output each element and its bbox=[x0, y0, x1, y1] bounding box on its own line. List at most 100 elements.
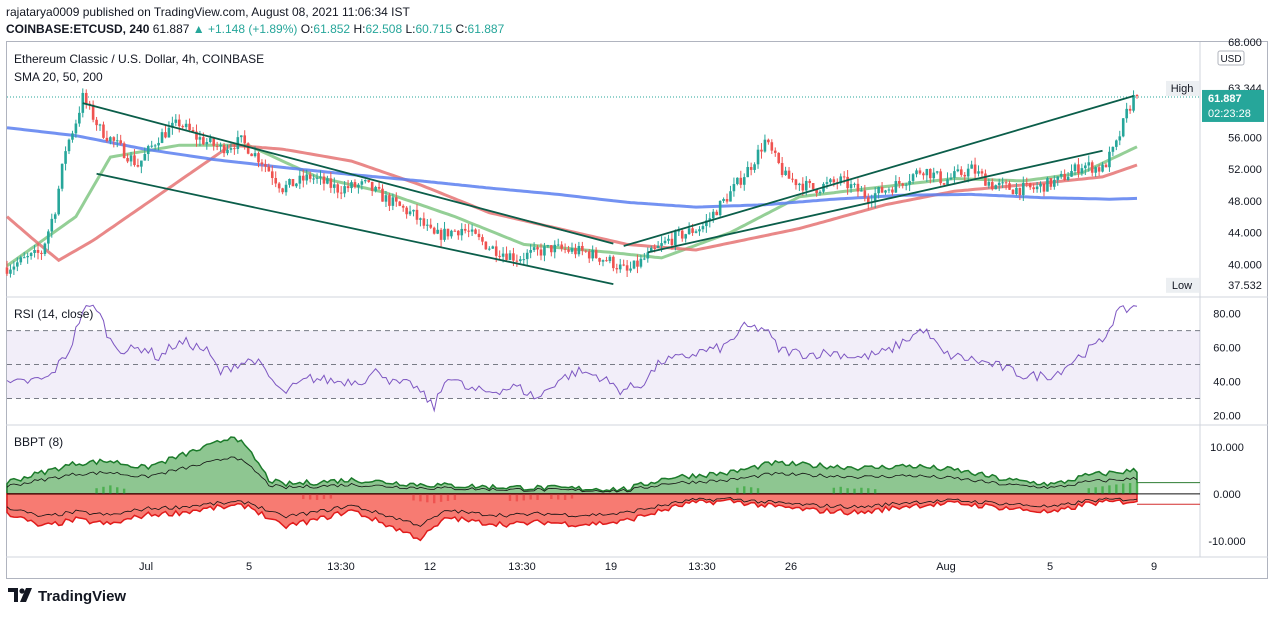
candle-body bbox=[953, 171, 956, 178]
bbpt-hist-bar bbox=[1135, 482, 1139, 494]
candle-body bbox=[1028, 183, 1032, 188]
candle-body bbox=[457, 230, 460, 236]
candle-body bbox=[556, 244, 560, 246]
bbpt-hist-bar bbox=[756, 488, 760, 494]
candle-body bbox=[1118, 136, 1122, 141]
candle-body bbox=[539, 249, 543, 256]
rsi-legend[interactable]: RSI (14, close) bbox=[14, 307, 94, 321]
candle-body bbox=[770, 142, 774, 151]
candle-body bbox=[208, 137, 212, 143]
candle-body bbox=[646, 252, 650, 259]
low-label: Low bbox=[1172, 280, 1192, 292]
candle-body bbox=[977, 171, 980, 174]
bbpt-hist-bar bbox=[446, 493, 450, 501]
candle-body bbox=[832, 179, 836, 183]
candle-body bbox=[798, 183, 801, 186]
last-price: 61.887 bbox=[152, 22, 190, 36]
candle-body bbox=[53, 214, 57, 219]
candle-body bbox=[928, 169, 932, 179]
candle-body bbox=[1094, 167, 1097, 173]
high-label: High bbox=[1171, 83, 1194, 95]
candle-body bbox=[298, 175, 302, 184]
time-tick-label: 13:30 bbox=[327, 561, 355, 573]
bbpt-hist-bar bbox=[122, 488, 126, 494]
candle-body bbox=[229, 148, 233, 150]
candle-body bbox=[71, 133, 74, 140]
candle-body bbox=[508, 253, 512, 260]
candle-body bbox=[484, 241, 488, 250]
candle-body bbox=[815, 189, 818, 194]
candle-body bbox=[367, 180, 371, 182]
bbpt-hist-bar bbox=[302, 493, 305, 500]
candle-body bbox=[43, 243, 47, 254]
bbpt-hist-bar bbox=[453, 493, 457, 500]
bbpt-hist-bar bbox=[426, 493, 429, 503]
low-label: L: bbox=[405, 22, 416, 36]
bbpt-hist-bar bbox=[522, 493, 525, 501]
candle-body bbox=[95, 119, 98, 126]
candle-body bbox=[787, 170, 791, 179]
bbpt-tick-label: -10.000 bbox=[1208, 536, 1245, 548]
close-label: C: bbox=[455, 22, 468, 36]
candle-body bbox=[543, 246, 546, 256]
candle-body bbox=[233, 148, 236, 150]
bbpt-hist-bar bbox=[102, 486, 105, 494]
candle-body bbox=[963, 174, 967, 177]
candle-body bbox=[587, 251, 591, 259]
candle-body bbox=[195, 131, 198, 140]
candle-body bbox=[319, 176, 322, 178]
candle-body bbox=[412, 209, 415, 212]
candle-body bbox=[477, 233, 481, 238]
candle-body bbox=[439, 229, 443, 240]
candle-body bbox=[443, 228, 446, 240]
candle-body bbox=[567, 249, 570, 252]
symbol-label[interactable]: COINBASE:ETCUSD, 240 bbox=[6, 22, 150, 36]
candle-body bbox=[301, 175, 305, 181]
candle-body bbox=[305, 174, 309, 181]
candle-body bbox=[997, 182, 1001, 186]
candle-body bbox=[581, 245, 584, 251]
candle-body bbox=[584, 250, 588, 252]
candle-body bbox=[40, 252, 43, 254]
candle-body bbox=[987, 182, 991, 186]
bbpt-hist-bar bbox=[439, 493, 443, 502]
candle-body bbox=[78, 112, 81, 124]
candle-body bbox=[777, 152, 781, 163]
candle-body bbox=[288, 179, 291, 185]
chart-frame bbox=[6, 41, 1268, 579]
candle-body bbox=[705, 220, 708, 227]
chart-title[interactable]: Ethereum Classic / U.S. Dollar, 4h, COIN… bbox=[14, 52, 265, 66]
bbpt-bear-line bbox=[6, 497, 1138, 527]
candle-body bbox=[939, 171, 942, 184]
candle-body bbox=[360, 181, 364, 185]
candle-body bbox=[501, 253, 505, 257]
bbpt-legend[interactable]: BBPT (8) bbox=[14, 435, 64, 449]
candle-body bbox=[949, 177, 953, 180]
candle-body bbox=[1135, 94, 1139, 96]
candle-body bbox=[656, 245, 660, 249]
low-value: 60.715 bbox=[415, 22, 453, 36]
candle-body bbox=[519, 259, 522, 262]
sma-legend[interactable]: SMA 20, 50, 200 bbox=[14, 70, 103, 84]
candle-body bbox=[1128, 108, 1132, 111]
candle-body bbox=[918, 170, 922, 174]
candle-body bbox=[966, 168, 970, 177]
candle-body bbox=[1115, 140, 1118, 147]
candle-body bbox=[891, 189, 894, 193]
candle-body bbox=[839, 176, 843, 184]
candle-body bbox=[739, 177, 743, 185]
candle-body bbox=[698, 229, 701, 232]
candle-body bbox=[260, 162, 264, 165]
candle-body bbox=[1032, 187, 1035, 190]
candle-body bbox=[9, 269, 12, 274]
candle-body bbox=[601, 260, 605, 262]
candle-body bbox=[64, 151, 67, 164]
bbpt-hist-bar bbox=[1101, 486, 1104, 494]
candle-body bbox=[1053, 179, 1056, 187]
bbpt-hist-bar bbox=[432, 493, 436, 504]
candle-body bbox=[887, 189, 891, 191]
bbpt-hist-bar bbox=[536, 493, 539, 500]
candle-body bbox=[394, 197, 398, 202]
candle-body bbox=[1121, 118, 1125, 137]
